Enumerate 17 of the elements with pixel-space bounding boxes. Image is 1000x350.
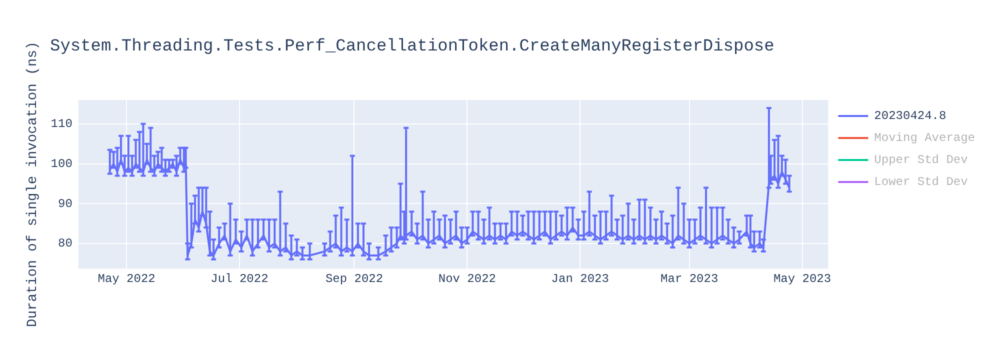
y-tick-label: 90 (58, 196, 72, 211)
y-tick-label: 110 (50, 117, 72, 132)
y-tick-label: 100 (50, 156, 72, 171)
legend-label: Lower Std Dev (874, 175, 968, 190)
legend-label: 20230424.8 (874, 109, 946, 124)
x-tick-label: May 2023 (773, 272, 832, 286)
x-tick-label: Jul 2022 (210, 272, 268, 286)
y-axis-title: Duration of single invocation (ns) (25, 41, 42, 328)
chart-title: System.Threading.Tests.Perf_CancellationToken.CreateManyRegisterDispose (50, 38, 774, 56)
x-tick-label: Mar 2023 (660, 272, 718, 286)
legend-label: Upper Std Dev (874, 153, 968, 168)
x-tick-label: May 2022 (98, 272, 156, 286)
x-tick-label: Sep 2022 (325, 272, 384, 286)
x-tick-label: Nov 2022 (438, 272, 496, 286)
y-tick-label: 80 (58, 236, 72, 251)
x-tick-label: Jan 2023 (551, 272, 609, 286)
legend-label: Moving Average (874, 131, 976, 146)
